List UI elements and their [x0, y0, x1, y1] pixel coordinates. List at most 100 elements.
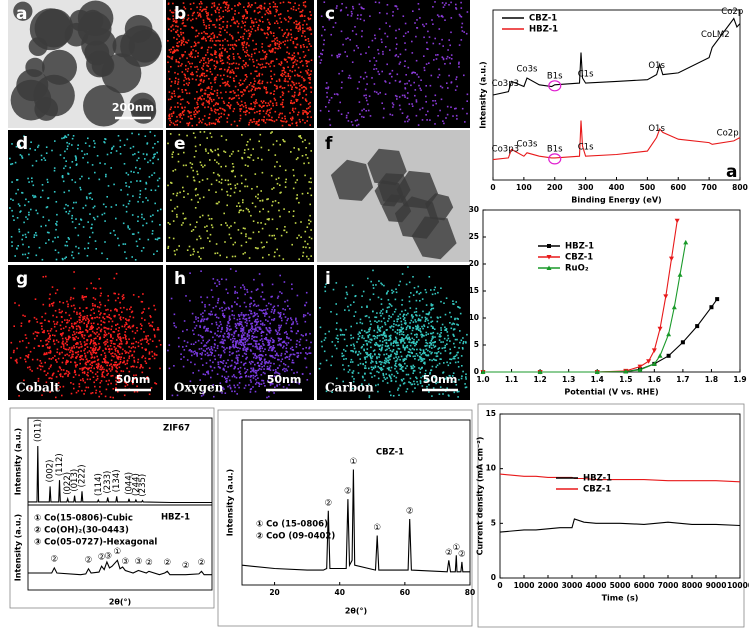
- element-map-dot: [242, 37, 245, 40]
- element-map-dot: [25, 360, 27, 363]
- element-map-dot: [245, 340, 248, 342]
- element-map-dot: [200, 1, 202, 3]
- scale-bar-label: 50nm: [116, 373, 151, 386]
- element-map-dot: [221, 97, 223, 99]
- element-map-dot: [225, 307, 227, 310]
- element-map-dot: [255, 123, 257, 125]
- element-map-dot: [416, 19, 418, 21]
- element-map-dot: [173, 365, 175, 367]
- element-map-dot: [222, 10, 224, 13]
- element-map-dot: [174, 168, 177, 171]
- element-map-dot: [12, 215, 14, 217]
- element-map-dot: [200, 270, 202, 272]
- element-map-dot: [260, 309, 262, 312]
- element-map-dot: [257, 377, 259, 379]
- element-map-dot: [15, 192, 17, 195]
- element-map-dot: [258, 343, 260, 345]
- element-map-dot: [26, 257, 29, 259]
- element-map-dot: [111, 365, 113, 368]
- element-map-dot: [214, 358, 216, 361]
- element-map-dot: [232, 16, 234, 19]
- element-map-dot: [305, 346, 307, 349]
- element-map-dot: [276, 182, 279, 185]
- element-map-dot: [275, 58, 278, 60]
- element-map-dot: [176, 45, 178, 47]
- element-map-dot: [261, 347, 264, 350]
- element-map-dot: [234, 338, 236, 340]
- element-map-dot: [209, 92, 212, 94]
- element-map-dot: [214, 252, 216, 255]
- element-map-dot: [226, 336, 229, 338]
- element-map-dot: [275, 8, 277, 11]
- element-map-dot: [221, 178, 223, 181]
- element-map-dot: [219, 254, 221, 257]
- element-map-dot: [276, 333, 279, 335]
- element-map-dot: [290, 57, 293, 60]
- element-map-dot: [46, 206, 49, 208]
- element-map-dot: [64, 319, 66, 321]
- element-map-dot: [282, 105, 285, 108]
- element-map-dot: [195, 324, 198, 327]
- element-map-dot: [306, 116, 309, 118]
- element-map-dot: [48, 377, 50, 380]
- element-map-dot: [268, 119, 270, 121]
- element-map-dot: [108, 364, 111, 367]
- element-map-dot: [213, 34, 216, 37]
- element-map-dot: [55, 376, 58, 378]
- element-map-dot: [133, 356, 135, 359]
- element-map-dot: [289, 17, 291, 20]
- element-map-dot: [298, 234, 300, 237]
- element-map-dot: [256, 362, 259, 364]
- element-map-dot: [199, 334, 202, 337]
- element-map-dot: [434, 1, 436, 3]
- element-map-dot: [44, 319, 46, 321]
- element-map-dot: [209, 159, 211, 161]
- element-map-dot: [345, 286, 347, 288]
- element-map-dot: [298, 88, 301, 91]
- element-map-dot: [75, 164, 78, 166]
- element-map-dot: [216, 109, 218, 111]
- element-map-dot: [191, 312, 194, 315]
- element-map-dot: [306, 107, 308, 110]
- element-map-dot: [418, 8, 420, 11]
- element-map-dot: [247, 208, 249, 211]
- element-map-dot: [296, 124, 298, 127]
- micrograph: d: [8, 130, 163, 262]
- element-map-dot: [86, 197, 88, 200]
- element-map-dot: [268, 316, 271, 318]
- element-map-dot: [64, 150, 66, 153]
- element-map-dot: [365, 52, 367, 54]
- element-map-dot: [269, 339, 271, 342]
- element-map-dot: [233, 58, 235, 60]
- element-map-dot: [74, 227, 77, 229]
- element-map-dot: [310, 91, 312, 93]
- element-map-dot: [217, 120, 219, 123]
- element-map-dot: [431, 347, 433, 349]
- element-map-dot: [152, 146, 154, 149]
- element-map-dot: [89, 192, 92, 194]
- element-map-dot: [250, 55, 253, 58]
- element-map-dot: [298, 91, 301, 94]
- element-map-dot: [292, 381, 294, 383]
- element-map-dot: [254, 324, 257, 327]
- element-map-dot: [202, 118, 204, 121]
- element-map-dot: [94, 349, 97, 351]
- element-map-dot: [205, 99, 208, 102]
- element-map-dot: [226, 51, 228, 53]
- element-map-dot: [193, 321, 196, 323]
- element-map-dot: [51, 304, 54, 307]
- element-map-dot: [24, 136, 26, 138]
- element-map-dot: [206, 12, 208, 15]
- element-map-dot: [145, 335, 147, 337]
- element-map-dot: [191, 124, 194, 127]
- element-map-dot: [205, 150, 207, 152]
- element-map-dot: [269, 12, 272, 15]
- element-map-dot: [239, 305, 241, 308]
- element-map-dot: [228, 9, 230, 12]
- element-map-dot: [84, 247, 86, 250]
- element-map-dot: [230, 71, 233, 74]
- element-map-dot: [133, 361, 136, 363]
- element-map-dot: [18, 205, 21, 207]
- element-map-dot: [183, 196, 185, 198]
